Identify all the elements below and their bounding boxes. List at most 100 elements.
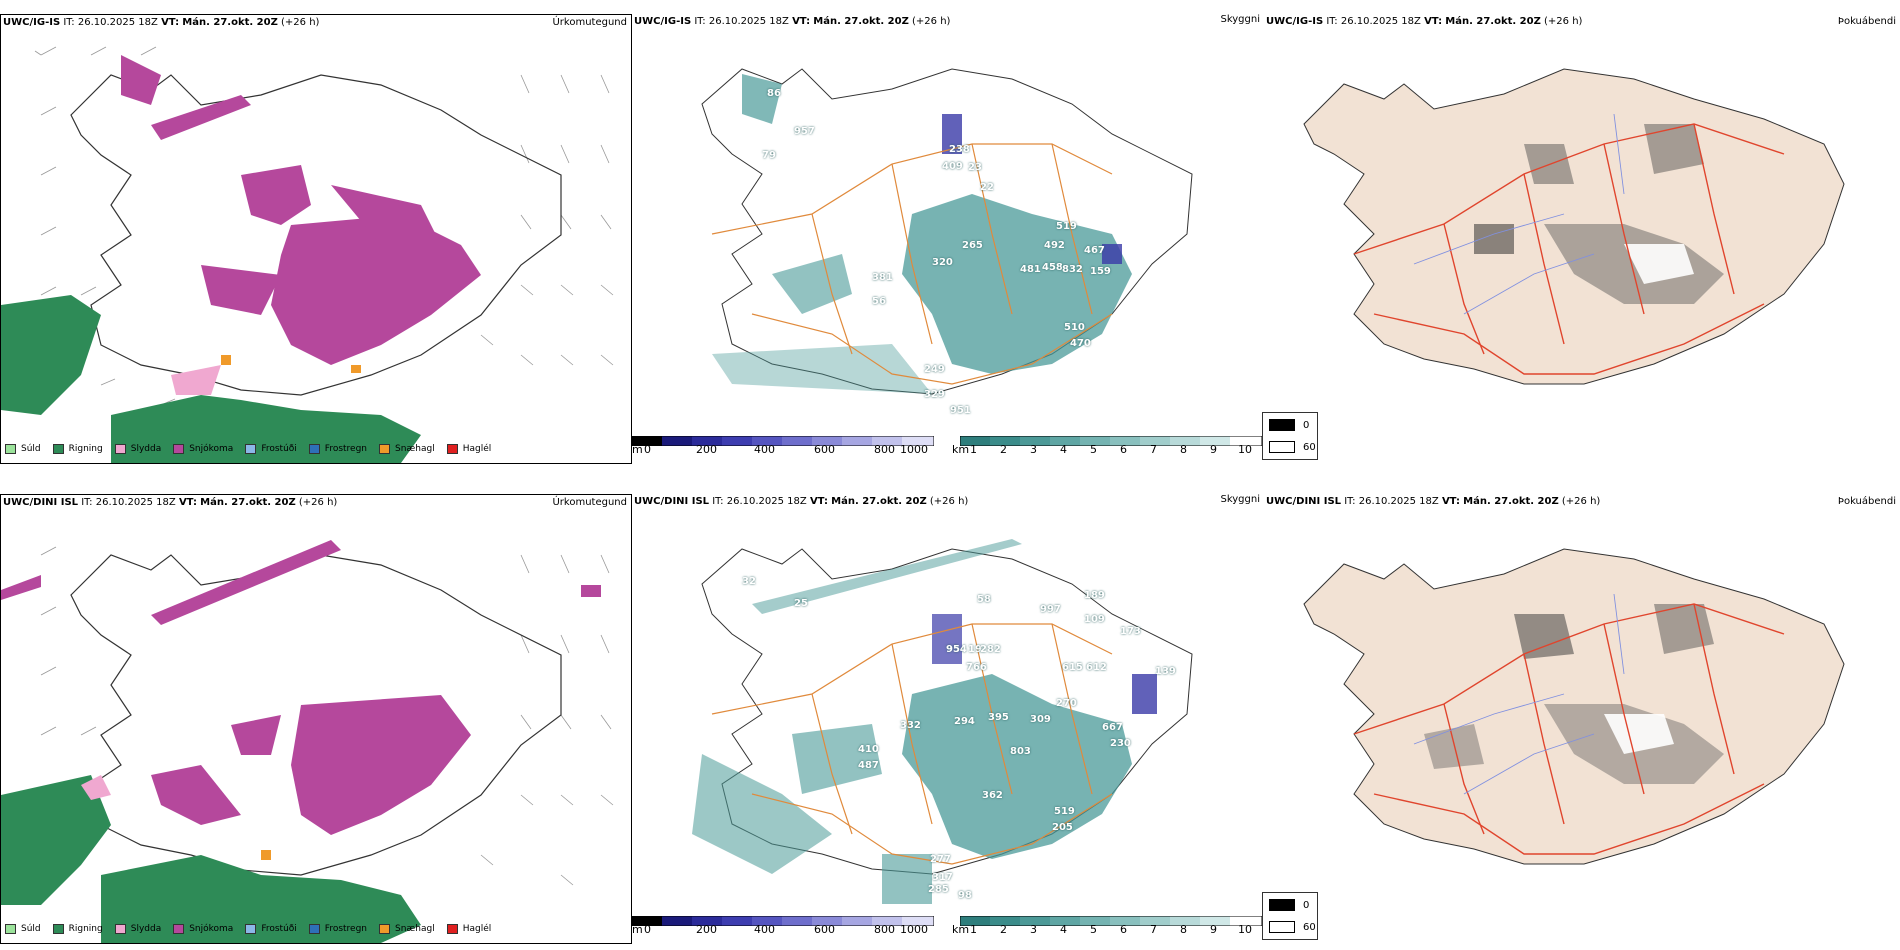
cloud-base-label: 32 bbox=[742, 576, 756, 587]
vt-value: Mán. 27.okt. 20Z bbox=[1445, 16, 1541, 27]
cloud-base-label: 22 bbox=[980, 182, 994, 193]
cloud-base-label: 25 bbox=[794, 598, 808, 609]
cloud-base-label: 458 bbox=[1042, 262, 1063, 273]
legend-label: Frostúði bbox=[261, 444, 297, 454]
cloud-base-label: 951 bbox=[950, 405, 971, 416]
wind-barbs bbox=[34, 46, 614, 406]
cbar-km-tick: 5 bbox=[1090, 443, 1097, 456]
cloud-base-label: 309 bbox=[1030, 714, 1051, 725]
black-swatch bbox=[1269, 419, 1295, 431]
legend-swatch bbox=[5, 924, 16, 934]
lead-time: (+26 h) bbox=[929, 496, 969, 507]
panel-title-fog: Þokuábendi bbox=[1837, 496, 1896, 507]
colorbar-km-gradient bbox=[959, 915, 1263, 927]
legend-swatch bbox=[114, 444, 126, 454]
model-name: UWC/IG-IS bbox=[3, 17, 61, 28]
cloud-base-label: 803 bbox=[1010, 746, 1031, 757]
cloud-base-label: 612 bbox=[1086, 662, 1107, 673]
cbar-km-tick: 5 bbox=[1090, 923, 1097, 936]
vt-label: VT: bbox=[161, 17, 180, 28]
lead-time: (+26 h) bbox=[1544, 16, 1583, 27]
it-value: 26.10.2025 18Z bbox=[95, 497, 176, 508]
panel-header: UWC/IG-IS IT: 26.10.2025 18Z VT: Mán. 27… bbox=[1266, 16, 1582, 27]
cbar-km-tick: 3 bbox=[1030, 923, 1037, 936]
fog-legend-black-label: 0 bbox=[1303, 419, 1310, 431]
legend-item: Slydda bbox=[114, 444, 161, 454]
cloud-base-label: 56 bbox=[872, 296, 886, 307]
cbar-km-tick: 9 bbox=[1210, 443, 1217, 456]
legend-item: Súld bbox=[5, 924, 41, 934]
cloud-base-label: 410 bbox=[858, 744, 879, 755]
cloud-base-label: 832 bbox=[1062, 264, 1083, 275]
cbar-m-tick: 800 bbox=[874, 443, 895, 456]
cloud-base-label: 249 bbox=[924, 364, 945, 375]
cbar-m-tick: 400 bbox=[754, 923, 775, 936]
model-name: UWC/IG-IS bbox=[634, 16, 692, 27]
precip-legend: Súld Rigning Slydda Snjókoma Frostúði Frostre… bbox=[5, 441, 503, 457]
cloud-base-label: 189 bbox=[1084, 590, 1105, 601]
cbar-m-tick: 400 bbox=[754, 443, 775, 456]
panel-title-precip: Úrkomutegund bbox=[552, 17, 627, 28]
colorbar-m-gradient bbox=[631, 915, 935, 927]
cloud-base-label: 230 bbox=[1110, 738, 1131, 749]
cbar-m-unit: m bbox=[632, 923, 643, 936]
fog-legend-black: 0 bbox=[1269, 419, 1309, 431]
legend-swatch bbox=[446, 924, 458, 934]
panel-header: UWC/DINI ISL IT: 26.10.2025 18Z VT: Mán.… bbox=[634, 496, 968, 507]
fog-legend-black-label: 0 bbox=[1303, 899, 1310, 911]
legend-swatch bbox=[173, 924, 185, 934]
it-value: 26.10.2025 18Z bbox=[1358, 496, 1439, 507]
cbar-km-tick: 2 bbox=[1000, 923, 1007, 936]
lead-time: (+26 h) bbox=[298, 497, 338, 508]
cbar-m-tick: 200 bbox=[696, 443, 717, 456]
precip-map-bottom bbox=[1, 540, 614, 943]
iceland-outline bbox=[70, 74, 562, 396]
cloud-base-label: 277 bbox=[930, 854, 951, 865]
legend-label: Súld bbox=[21, 444, 41, 454]
cloud-base-label: 98 bbox=[958, 890, 972, 901]
vt-label: VT: bbox=[809, 496, 828, 507]
cbar-m-tick: 200 bbox=[696, 923, 717, 936]
cloud-base-label: 285 bbox=[928, 884, 949, 895]
legend-swatch bbox=[379, 444, 391, 454]
legend-item: Súld bbox=[5, 444, 41, 454]
cloud-base-label: 86 bbox=[767, 88, 781, 99]
vt-label: VT: bbox=[178, 497, 197, 508]
lead-time: (+26 h) bbox=[912, 16, 951, 27]
it-label: IT: bbox=[1326, 16, 1338, 27]
cloud-base-label: 667 bbox=[1102, 722, 1123, 733]
legend-swatch bbox=[173, 444, 185, 454]
legend-label: Haglél bbox=[462, 924, 492, 934]
vt-label: VT: bbox=[1424, 16, 1443, 27]
cloud-base-label: 320 bbox=[932, 257, 953, 268]
cbar-km-tick: 10 bbox=[1238, 923, 1252, 936]
cbar-km-tick: 9 bbox=[1210, 923, 1217, 936]
cloud-base-label: 362 bbox=[982, 790, 1003, 801]
precip-panel-bottom: UWC/DINI ISL IT: 26.10.2025 18Z VT: Mán.… bbox=[0, 494, 632, 944]
lead-time: (+26 h) bbox=[281, 17, 320, 28]
legend-swatch bbox=[308, 444, 320, 454]
cbar-km-unit: km bbox=[952, 923, 970, 936]
model-name: UWC/DINI ISL bbox=[1266, 496, 1342, 507]
legend-swatch bbox=[114, 924, 126, 934]
vt-value: Mán. 27.okt. 20Z bbox=[200, 497, 296, 508]
cbar-m-tick: 600 bbox=[814, 443, 835, 456]
cbar-km-tick: 7 bbox=[1150, 443, 1157, 456]
cbar-km-tick: 6 bbox=[1120, 443, 1127, 456]
visibility-panel-top: 86 957 79 238 409 23 22 265 320 519 492 481 458 832 46… bbox=[631, 14, 1264, 464]
vis-labels-bottom: 32 25 58 189 997 109 173 954 19 282 766 615 612 139 27… bbox=[632, 494, 1264, 914]
cbar-m-tick: 1000 bbox=[900, 923, 928, 936]
it-value: 26.10.2025 18Z bbox=[77, 17, 158, 28]
model-name: UWC/IG-IS bbox=[1266, 16, 1324, 27]
cloud-base-label: 519 bbox=[1054, 806, 1075, 817]
cloud-base-label: 766 bbox=[966, 662, 987, 673]
vt-value: Mán. 27.okt. 20Z bbox=[813, 16, 909, 27]
legend-item: Haglél bbox=[446, 924, 492, 934]
cloud-base-label: 109 bbox=[1084, 614, 1105, 625]
legend-item: Snjókoma bbox=[173, 924, 233, 934]
it-label: IT: bbox=[694, 16, 706, 27]
cloud-base-label: 19 bbox=[968, 644, 982, 655]
cbar-m-tick: 1000 bbox=[900, 443, 928, 456]
fog-legend-white-label: 60 bbox=[1303, 921, 1316, 933]
vt-label: VT: bbox=[792, 16, 811, 27]
